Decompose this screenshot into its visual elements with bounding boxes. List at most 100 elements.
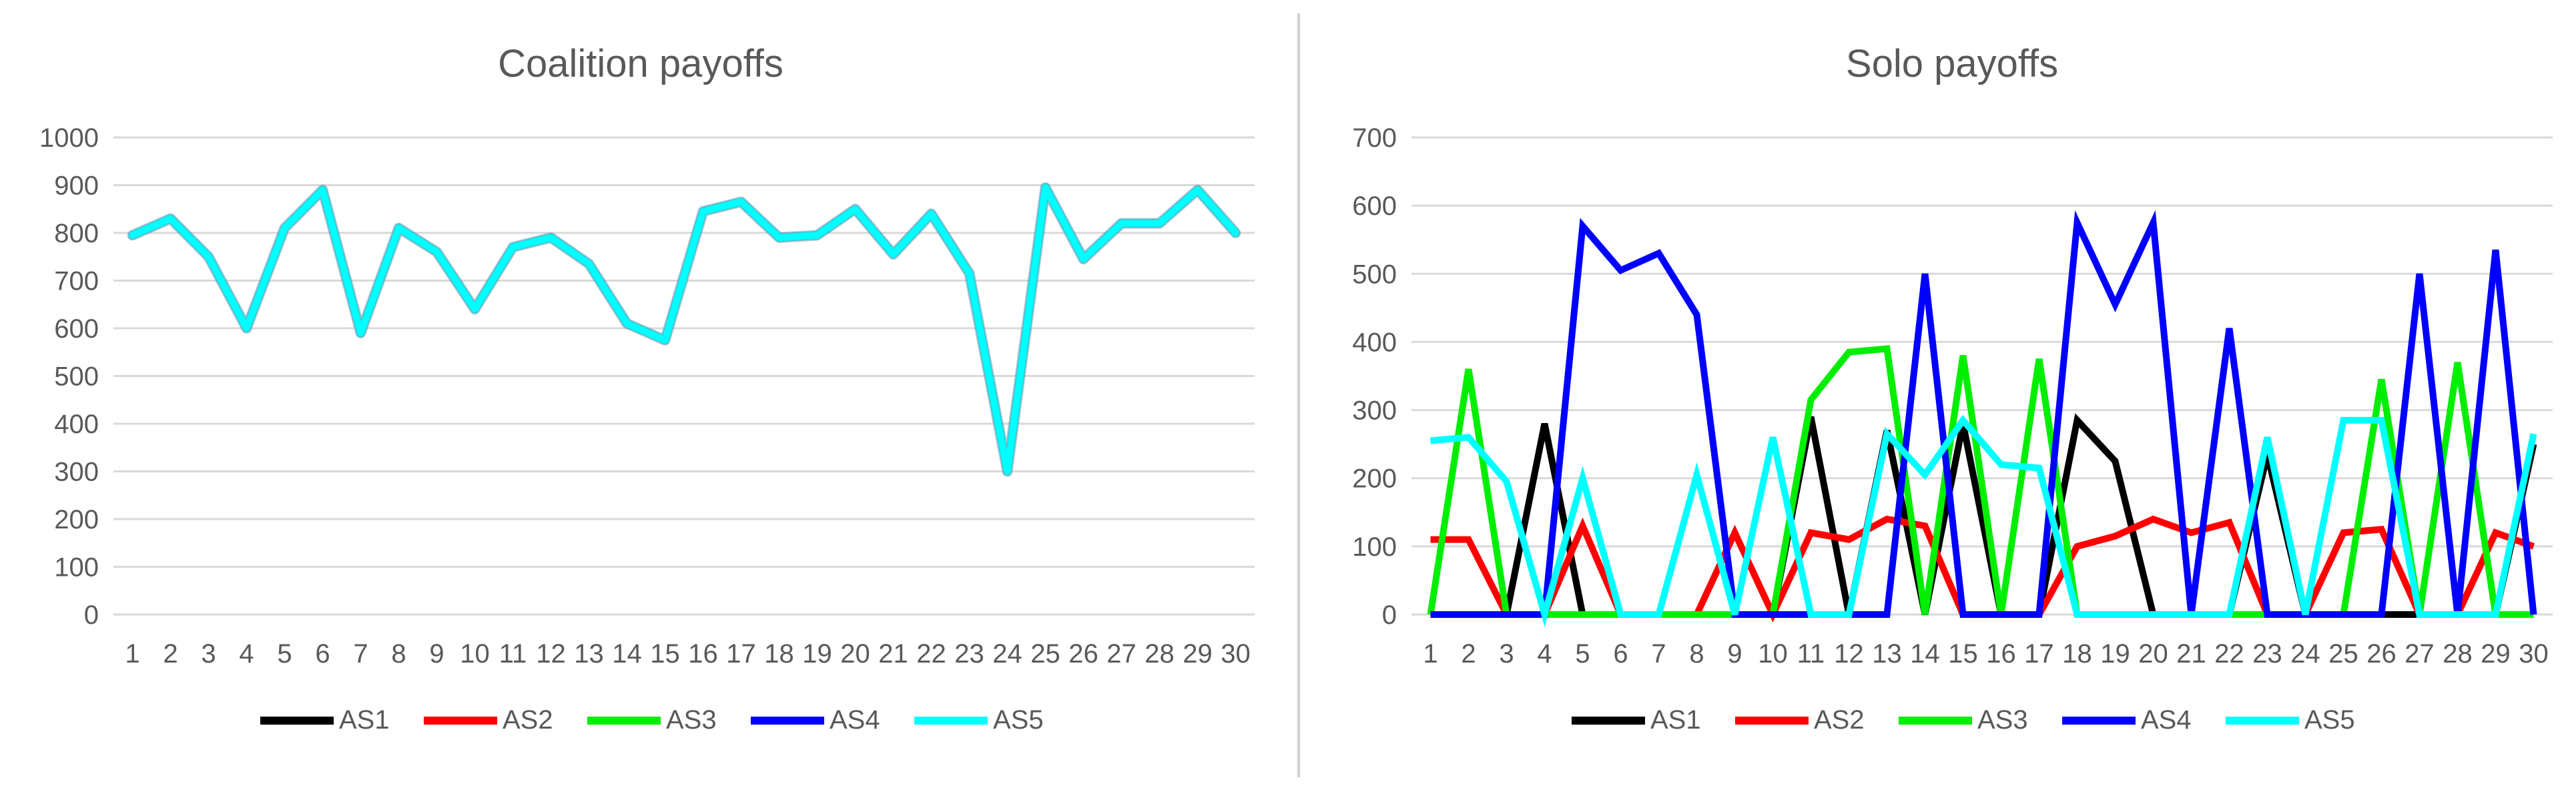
data-point — [1430, 440, 1431, 442]
data-point — [2419, 273, 2421, 274]
legend-label: AS1 — [339, 705, 390, 735]
legend-label: AS2 — [503, 705, 553, 735]
data-point — [2115, 614, 2116, 615]
data-point — [1620, 270, 1622, 271]
x-tick-label: 1 — [125, 639, 139, 669]
x-tick-label: 27 — [1106, 639, 1137, 669]
x-tick-label: 25 — [2328, 639, 2358, 669]
data-point — [1734, 532, 1736, 533]
data-point — [1430, 539, 1431, 540]
data-point — [2533, 433, 2535, 434]
data-point — [1925, 614, 1926, 615]
x-tick-label: 26 — [2366, 639, 2396, 669]
x-tick-label: 16 — [688, 639, 718, 669]
data-point — [1887, 433, 1888, 434]
y-tick-label: 400 — [54, 410, 99, 439]
data-point — [2153, 222, 2154, 224]
data-point — [1811, 399, 1812, 400]
x-tick-label: 24 — [2290, 639, 2320, 669]
legend: AS1 AS2 AS3 AS4 AS5 — [260, 705, 1044, 735]
data-point — [1773, 436, 1774, 438]
x-tick-label: 11 — [1797, 639, 1825, 669]
data-point — [2039, 358, 2040, 360]
x-tick-label: 15 — [1948, 639, 1978, 669]
data-point — [2495, 532, 2497, 533]
data-point — [2039, 467, 2040, 468]
x-tick-label: 7 — [1651, 639, 1666, 669]
data-point — [2267, 614, 2268, 615]
data-point — [1544, 614, 1546, 615]
legend-label: AS4 — [830, 705, 880, 735]
data-point — [1582, 525, 1584, 526]
x-tick-label: 1 — [1423, 639, 1437, 669]
data-point — [1468, 368, 1470, 370]
y-tick-label: 200 — [54, 505, 99, 534]
x-tick-label: 10 — [460, 639, 490, 669]
legend-label: AS5 — [993, 705, 1044, 735]
x-tick-label: 25 — [1030, 639, 1060, 669]
data-point — [1582, 226, 1584, 227]
x-tick-label: 19 — [2100, 639, 2130, 669]
x-tick-label: 27 — [2404, 639, 2435, 669]
y-tick-label: 500 — [1352, 260, 1397, 289]
x-tick-label: 17 — [2024, 639, 2054, 669]
y-tick-label: 600 — [54, 314, 99, 344]
x-tick-label: 18 — [764, 639, 794, 669]
data-point — [2229, 328, 2230, 329]
data-point — [1658, 253, 1660, 254]
x-tick-label: 16 — [1986, 639, 2016, 669]
data-point — [2077, 222, 2078, 224]
x-tick-label: 13 — [574, 639, 604, 669]
x-tick-label: 14 — [612, 639, 642, 669]
data-point — [2533, 614, 2535, 615]
x-tick-label: 20 — [2138, 639, 2168, 669]
legend-label: AS1 — [1650, 705, 1701, 735]
data-point — [1925, 525, 1926, 526]
x-tick-label: 23 — [954, 639, 984, 669]
x-tick-label: 10 — [1758, 639, 1788, 669]
x-tick-label: 13 — [1872, 639, 1902, 669]
x-tick-label: 29 — [1183, 639, 1213, 669]
data-point — [2229, 614, 2230, 615]
y-tick-label: 200 — [1352, 464, 1397, 494]
x-tick-label: 8 — [391, 639, 406, 669]
x-tick-label: 11 — [499, 639, 527, 669]
x-tick-label: 9 — [429, 639, 444, 669]
data-point — [1582, 614, 1584, 615]
series-as5 — [1430, 414, 2537, 627]
data-point — [1811, 614, 1812, 615]
y-tick-label: 300 — [54, 458, 99, 487]
data-point — [2001, 464, 2002, 465]
x-tick-label: 28 — [1145, 639, 1175, 669]
x-tick-label: 26 — [1068, 639, 1098, 669]
data-point — [2229, 522, 2230, 523]
x-tick-label: 17 — [726, 639, 756, 669]
x-tick-label: 28 — [2443, 639, 2473, 669]
data-point — [1468, 614, 1470, 615]
data-point — [1582, 478, 1584, 479]
data-point — [1925, 273, 1926, 274]
legend-label: AS3 — [1977, 705, 2028, 735]
data-point — [2381, 528, 2382, 530]
x-tick-label: 5 — [277, 639, 292, 669]
data-point — [2495, 250, 2497, 251]
data-point — [2267, 436, 2268, 438]
y-tick-label: 400 — [1352, 328, 1397, 357]
data-point — [2495, 614, 2497, 615]
data-point — [2457, 362, 2459, 363]
x-tick-label: 19 — [802, 639, 832, 669]
x-tick-label: 29 — [2481, 639, 2511, 669]
data-point — [2115, 304, 2116, 305]
data-point — [1887, 518, 1888, 520]
data-point — [1925, 474, 1926, 476]
x-tick-label: 7 — [353, 639, 368, 669]
data-point — [1811, 532, 1812, 533]
data-point — [1620, 614, 1622, 615]
x-tick-label: 9 — [1727, 639, 1742, 669]
x-tick-label: 2 — [1461, 639, 1476, 669]
data-point — [1887, 348, 1888, 350]
y-tick-label: 500 — [54, 362, 99, 392]
data-point — [1696, 314, 1698, 316]
y-tick-label: 800 — [54, 219, 99, 248]
